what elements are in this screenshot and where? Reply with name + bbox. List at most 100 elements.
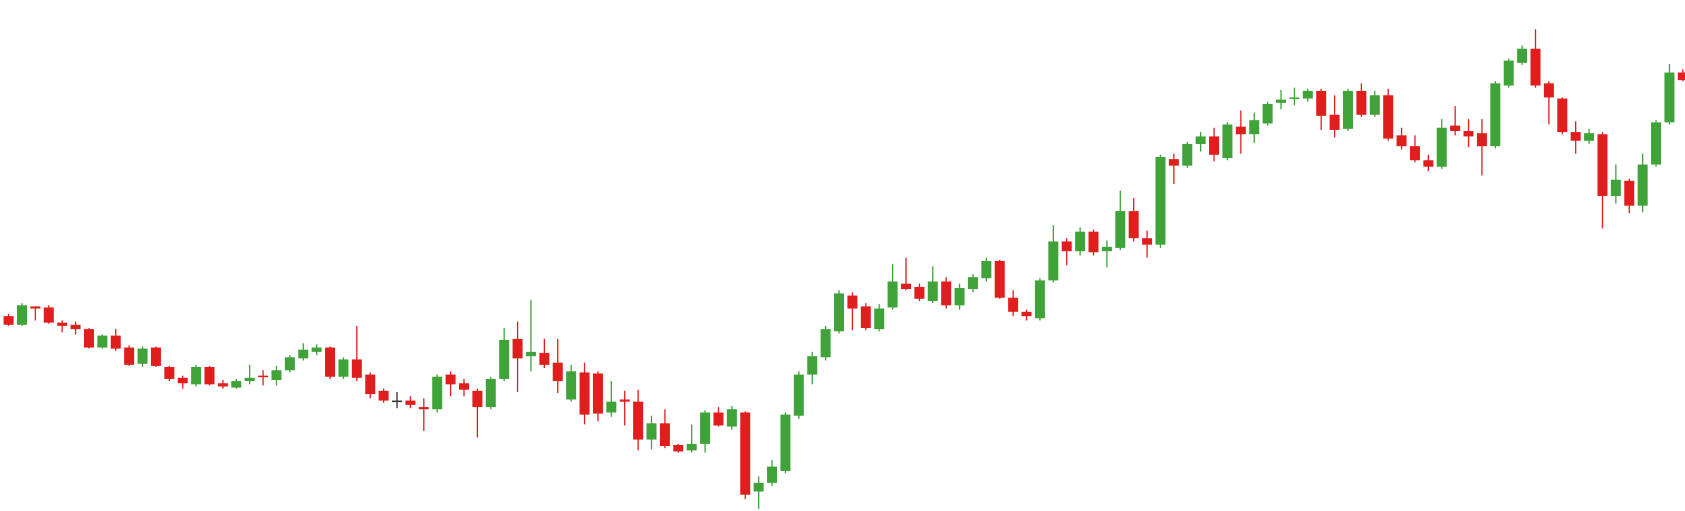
candle-body — [1637, 164, 1648, 206]
candle-body — [1409, 146, 1420, 161]
candle-body — [1423, 160, 1434, 167]
candle-body — [231, 381, 242, 388]
candle-body — [1101, 246, 1112, 252]
candle-body — [1436, 127, 1447, 167]
candle-body — [258, 375, 269, 378]
candle-body — [659, 423, 670, 447]
candle-body — [1222, 124, 1233, 159]
candle-body — [967, 277, 978, 290]
candle-body — [887, 281, 898, 308]
candle-body — [1543, 83, 1554, 98]
candle-body — [900, 283, 911, 290]
candle-body — [579, 372, 590, 415]
candle-body — [1329, 114, 1340, 130]
candle-body — [1061, 241, 1072, 252]
candle-body — [1302, 90, 1313, 99]
candle-body — [1530, 48, 1541, 86]
candle-body — [860, 306, 871, 329]
candle-body — [137, 348, 148, 364]
candle-body — [512, 338, 523, 359]
candle-body — [70, 324, 81, 330]
candle-body — [1115, 211, 1126, 248]
candle-body — [1503, 60, 1514, 86]
candle-body — [981, 260, 992, 279]
candle-body — [458, 383, 469, 390]
candle-body — [1021, 311, 1032, 317]
candle-body — [1624, 180, 1635, 206]
candle-body — [927, 281, 938, 301]
candle-body — [1383, 95, 1394, 139]
candle-body — [244, 377, 255, 382]
candle-body — [1463, 130, 1474, 137]
candle-body — [392, 400, 403, 403]
candle-body — [405, 400, 416, 405]
candle-body — [874, 308, 885, 330]
candle-body — [780, 414, 791, 471]
candle-body — [150, 347, 161, 366]
candle-body — [1128, 211, 1139, 239]
candle-body — [1168, 159, 1179, 166]
candle-body — [606, 401, 617, 413]
candle-body — [1517, 48, 1528, 63]
candle-body — [1088, 231, 1099, 253]
candle-body — [217, 383, 228, 387]
candle-body — [284, 357, 295, 371]
candle-body — [1597, 134, 1608, 196]
candle-body — [1450, 125, 1461, 131]
candle-body — [1289, 97, 1300, 99]
candle-body — [619, 399, 630, 402]
candle-body — [298, 349, 309, 359]
candle-body — [1356, 90, 1367, 115]
candle-body — [646, 423, 657, 440]
candle-body — [1195, 136, 1206, 144]
candle-body — [311, 347, 322, 352]
candle-body — [124, 347, 135, 365]
candle-body — [539, 352, 550, 365]
candle-body — [1651, 122, 1662, 165]
candle-body — [700, 412, 711, 444]
candle-body — [713, 412, 724, 426]
candle-body — [499, 339, 510, 379]
candle-body — [1276, 99, 1287, 103]
candle-body — [418, 407, 429, 410]
candle-body — [941, 281, 952, 306]
candle-body — [1235, 126, 1246, 135]
candle-body — [914, 286, 925, 299]
candle-body — [1396, 135, 1407, 147]
candle-body — [1048, 241, 1059, 281]
candle-body — [820, 329, 831, 358]
candle-body — [753, 482, 764, 492]
candle-body — [1476, 133, 1487, 147]
candle-body — [525, 351, 536, 357]
candle-body — [740, 412, 751, 495]
candle-body — [1610, 179, 1621, 196]
candle-body — [271, 370, 282, 381]
candle-body — [1262, 103, 1273, 124]
candle-body — [1677, 72, 1685, 81]
candle-body — [726, 409, 737, 427]
candle-body — [954, 287, 965, 306]
candle-body — [16, 305, 27, 325]
candle-body — [1490, 83, 1501, 147]
candle-body — [3, 316, 14, 325]
candle-body — [793, 374, 804, 416]
candle-body — [1249, 120, 1260, 135]
candle-body — [1075, 231, 1086, 252]
candle-body — [57, 322, 68, 326]
candle-body — [1316, 90, 1327, 116]
candle-body — [204, 367, 215, 385]
candle-body — [485, 378, 496, 408]
candle-body — [472, 390, 483, 408]
candle-body — [365, 374, 376, 395]
candle-body — [445, 374, 456, 385]
candle-body — [686, 443, 697, 451]
candle-body — [30, 306, 41, 309]
candle-body — [834, 293, 845, 332]
candle-body — [1155, 156, 1166, 245]
candle-body — [351, 359, 362, 378]
candle-body — [1209, 136, 1220, 155]
candle-body — [994, 260, 1005, 298]
candle-body — [164, 367, 175, 379]
